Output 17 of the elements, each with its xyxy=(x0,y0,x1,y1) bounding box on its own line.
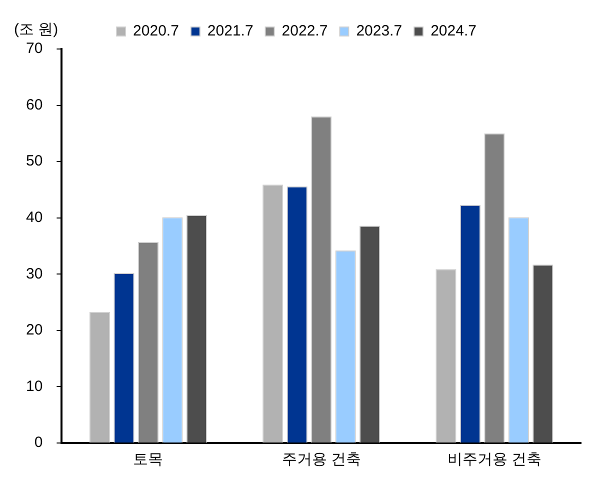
y-tick-label: 10 xyxy=(26,378,43,395)
y-tick-label: 30 xyxy=(26,265,43,282)
y-tick-label: 0 xyxy=(34,434,43,452)
legend-label: 2022.7 xyxy=(282,22,328,40)
x-tick-label: 비주거용 건축 xyxy=(447,451,542,468)
x-tick-label: 토목 xyxy=(133,451,164,468)
legend-label: 2024.7 xyxy=(430,22,476,40)
y-tick-label: 70 xyxy=(26,40,43,58)
y-tick-label: 60 xyxy=(26,96,43,114)
legend-label: 2023.7 xyxy=(356,22,402,40)
legend-label: 2020.7 xyxy=(133,22,179,40)
y-tick-label: 40 xyxy=(26,209,43,226)
y-tick-label: 20 xyxy=(26,322,43,339)
y-tick-label: 50 xyxy=(26,152,43,170)
x-tick-label: 주거용 건축 xyxy=(282,451,361,468)
legend-label: 2021.7 xyxy=(207,22,254,40)
y-axis-title: (조 원) xyxy=(14,21,58,38)
